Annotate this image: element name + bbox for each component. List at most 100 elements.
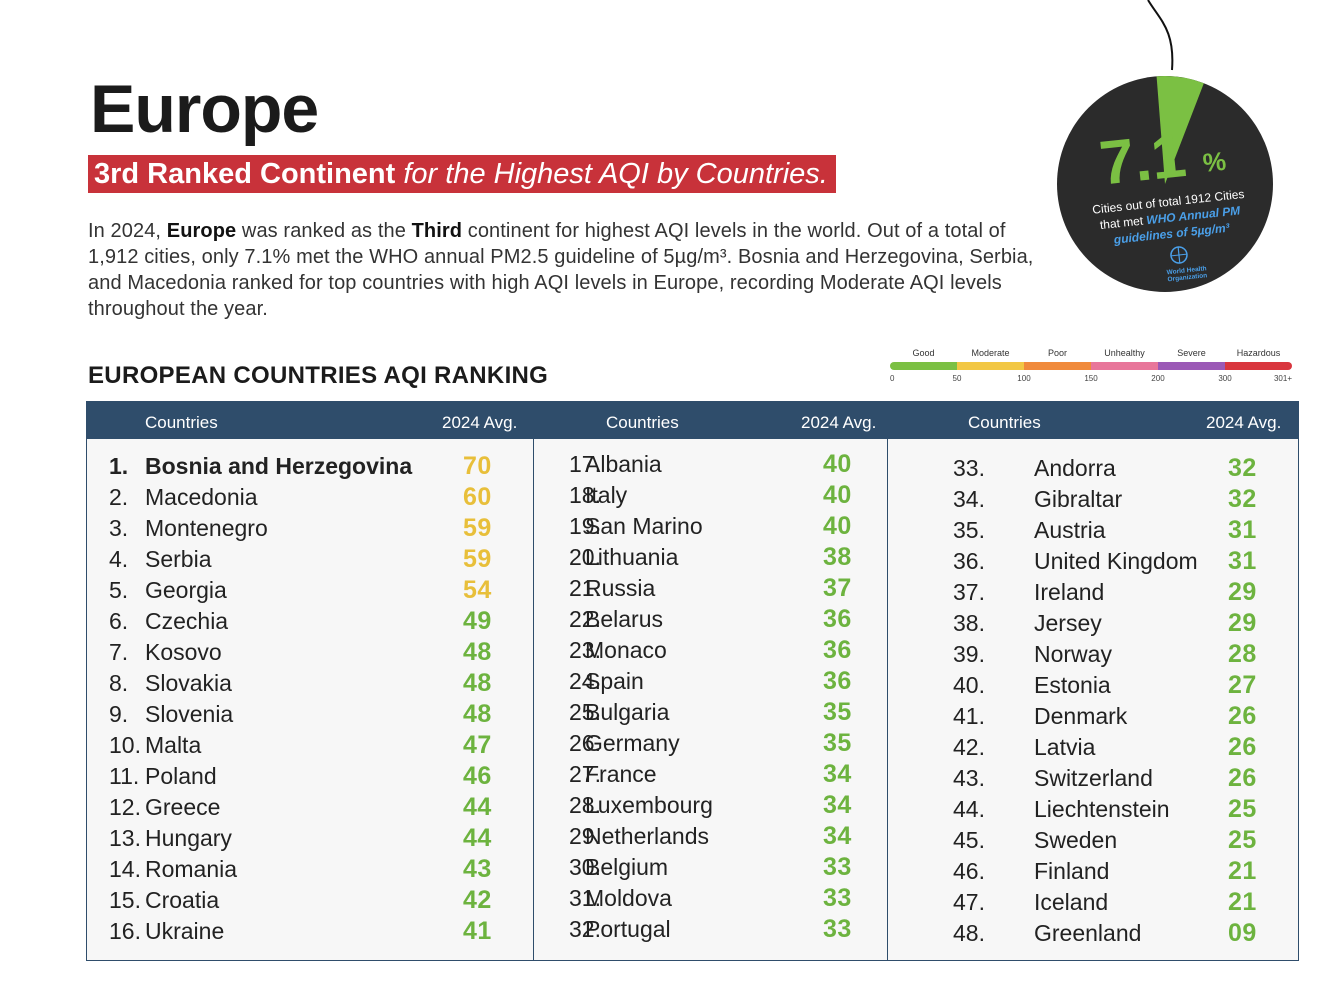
table-row: 27. France 34	[547, 759, 887, 790]
scale-segment	[1091, 362, 1158, 370]
rank-number: 5.	[109, 577, 129, 603]
country-name: Belarus	[585, 606, 663, 632]
aqi-value: 35	[823, 698, 852, 726]
aqi-value: 34	[823, 822, 852, 850]
rank-number: 4.	[109, 546, 129, 572]
country-name: Jersey	[1034, 610, 1102, 636]
scale-tick: 100	[1017, 374, 1031, 383]
aqi-value: 48	[463, 638, 492, 666]
country-name: Albania	[585, 451, 662, 477]
country-name: Czechia	[145, 608, 229, 634]
scale-tick: 300	[1218, 374, 1232, 383]
rank-number: 39.	[953, 641, 985, 667]
rank-number: 3.	[109, 515, 129, 541]
table-header: Countries 2024 Avg. Countries 2024 Avg. …	[87, 402, 1298, 439]
page-title: Europe	[90, 71, 319, 147]
rank-number: 13.	[109, 825, 141, 851]
scale-tick: 301+	[1273, 374, 1292, 383]
table-row: 3. Montenegro 59	[87, 513, 533, 544]
aqi-value: 40	[823, 450, 852, 478]
country-name: Portugal	[585, 916, 671, 942]
col1-avg-header: 2024 Avg.	[442, 413, 518, 432]
aqi-value: 26	[1228, 702, 1257, 730]
rank-number: 16.	[109, 918, 141, 944]
ranking-column-3: 33. Andorra 32 34. Gibraltar 32 35. Austria 31 36…	[931, 439, 1298, 960]
intro-text-1: In 2024,	[88, 220, 167, 242]
country-name: Spain	[585, 668, 644, 694]
table-row: 43. Switzerland 26	[931, 763, 1298, 794]
rank-number: 35.	[953, 517, 985, 543]
country-name: Denmark	[1034, 703, 1128, 729]
table-row: 20. Lithuania 38	[547, 542, 887, 573]
country-name: Finland	[1034, 858, 1110, 884]
aqi-value: 32	[1228, 454, 1257, 482]
table-row: 6. Czechia 49	[87, 606, 533, 637]
aqi-value: 29	[1228, 578, 1257, 606]
country-name: Lithuania	[585, 544, 679, 570]
table-row: 28. Luxembourg 34	[547, 790, 887, 821]
country-name: Bosnia and Herzegovina	[145, 453, 413, 479]
rank-number: 21.	[569, 575, 601, 601]
table-row: 30. Belgium 33	[547, 852, 887, 883]
aqi-value: 37	[823, 574, 852, 602]
scale-category-label: Unhealthy	[1104, 348, 1145, 358]
rank-number: 15.	[109, 887, 141, 913]
table-row: 22. Belarus 36	[547, 604, 887, 635]
scale-tick: 0	[890, 374, 895, 383]
aqi-value: 33	[823, 853, 852, 881]
table-row: 14. Romania 43	[87, 854, 533, 885]
scale-segment	[1225, 362, 1292, 370]
intro-bold-europe: Europe	[166, 220, 237, 242]
rank-number: 40.	[953, 672, 985, 698]
country-name: Germany	[585, 730, 680, 756]
who-org-line-2: Organization	[1167, 272, 1207, 283]
country-name: Georgia	[145, 577, 227, 603]
who-guideline-badge: 7.1 % Cities out of total 1912 Cities th…	[1057, 0, 1273, 292]
banner-bold-text: 3rd Ranked Continent	[94, 158, 396, 190]
rank-number: 1.	[109, 453, 129, 479]
aqi-value: 43	[463, 855, 492, 883]
aqi-value: 70	[463, 452, 492, 480]
table-row: 11. Poland 46	[87, 761, 533, 792]
rank-number: 19.	[569, 513, 601, 539]
aqi-value: 48	[463, 700, 492, 728]
table-row: 40. Estonia 27	[931, 670, 1298, 701]
country-name: Belgium	[585, 854, 669, 880]
rank-number: 24.	[569, 668, 601, 694]
country-name: Gibraltar	[1034, 486, 1123, 512]
country-name: Greenland	[1034, 920, 1142, 946]
table-row: 26. Germany 35	[547, 728, 887, 759]
aqi-value: 36	[823, 636, 852, 664]
table-row: 36. United Kingdom 31	[931, 546, 1298, 577]
scale-category-label: Poor	[1047, 348, 1068, 358]
hanging-string	[1147, 0, 1174, 71]
scale-segment	[1158, 362, 1225, 370]
rank-number: 20.	[569, 544, 601, 570]
table-row: 13. Hungary 44	[87, 823, 533, 854]
intro-text-3: continent for highest AQI levels in the …	[88, 220, 1034, 320]
ranking-column-1: 1. Bosnia and Herzegovina 70 2. Macedonia 60 3…	[87, 439, 533, 960]
country-name: Moldova	[585, 885, 672, 911]
table-row: 29. Netherlands 34	[547, 821, 887, 852]
table-row: 32. Portugal 33	[547, 914, 887, 945]
who-org-line-1: World Health	[1166, 265, 1207, 276]
aqi-value: 46	[463, 762, 492, 790]
country-name: Croatia	[145, 887, 220, 913]
rank-number: 17.	[569, 451, 601, 477]
col2-avg-header: 2024 Avg.	[801, 413, 877, 432]
table-row: 12. Greece 44	[87, 792, 533, 823]
aqi-value: 49	[463, 607, 492, 635]
aqi-value: 27	[1228, 671, 1257, 699]
country-name: France	[585, 761, 657, 787]
column-divider	[533, 439, 534, 960]
aqi-value: 47	[463, 731, 492, 759]
rank-number: 23.	[569, 637, 601, 663]
country-name: Netherlands	[585, 823, 710, 849]
rank-number: 12.	[109, 794, 141, 820]
aqi-value: 40	[823, 481, 852, 509]
rank-number: 18.	[569, 482, 601, 508]
who-logo-icon	[1170, 246, 1188, 264]
aqi-value: 36	[823, 667, 852, 695]
rank-number: 30.	[569, 854, 601, 880]
aqi-value: 59	[463, 545, 492, 573]
